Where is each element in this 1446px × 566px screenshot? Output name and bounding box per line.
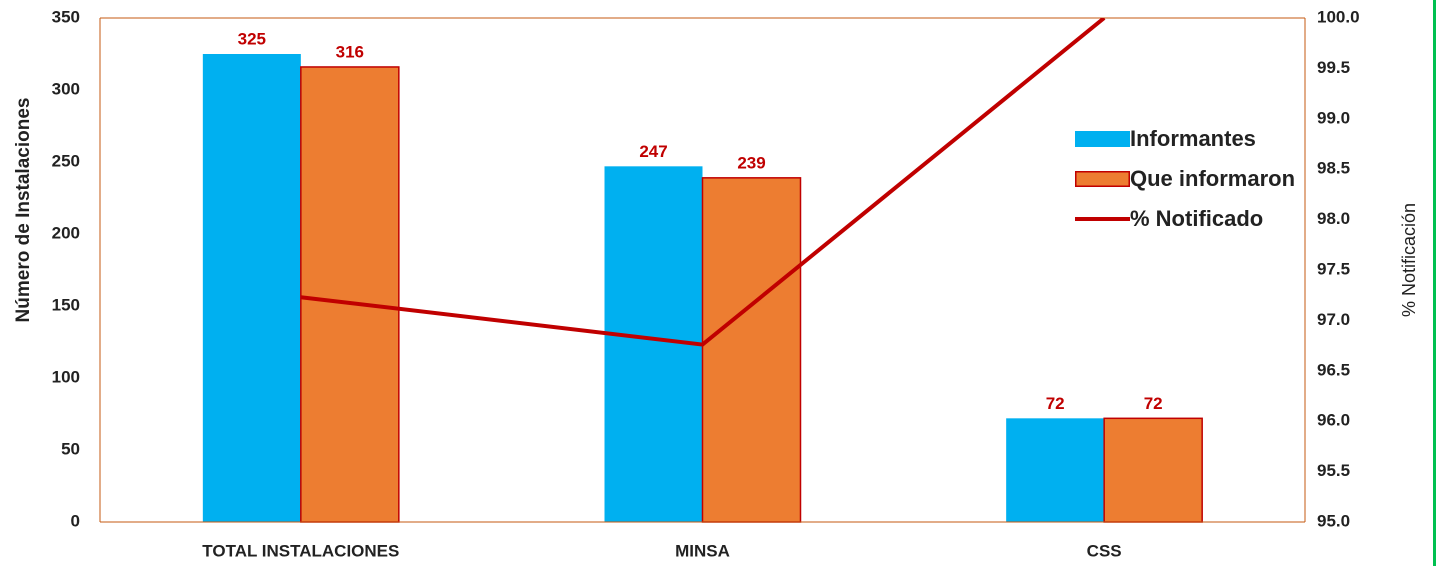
legend-item: Informantes [1075,126,1305,152]
data-label: 247 [639,142,667,161]
line [300,18,1106,347]
y2-tick-label: 98.5 [1317,159,1350,178]
y2-tick-label: 95.0 [1317,511,1350,530]
y2-tick-label: 99.0 [1317,108,1350,127]
y-axis-label: Número de Instalaciones [13,98,34,323]
bar [300,66,400,523]
legend-swatch [1075,171,1130,187]
y2-axis-label: % Notificación [1399,203,1419,317]
data-label: 72 [1046,394,1065,413]
y-tick-label: 300 [52,79,80,98]
y2-tick-label: 95.5 [1317,461,1350,480]
data-label: 72 [1144,394,1163,413]
y-tick-label: 100 [52,367,80,386]
legend-label: Que informaron [1130,166,1296,191]
y2-tick-label: 97.0 [1317,310,1350,329]
y-tick-label: 200 [52,223,80,242]
y2-tick-label: 100.0 [1317,7,1360,26]
data-label: 325 [238,29,266,48]
bar [701,177,802,523]
bar [1006,418,1105,522]
data-label: 239 [737,153,765,172]
legend-item: Que informaron [1075,166,1305,192]
legend-label: Informantes [1130,126,1256,151]
y-tick-label: 50 [61,439,80,458]
legend-label: % Notificado [1130,206,1264,231]
bar [1103,417,1203,523]
legend-swatch [1075,131,1130,147]
y2-tick-label: 96.0 [1317,411,1350,430]
y2-tick-label: 98.0 [1317,209,1350,228]
y2-tick-label: 96.5 [1317,360,1350,379]
y-tick-label: 150 [52,295,80,314]
x-tick-label: MINSA [675,541,730,560]
legend-item: % Notificado [1075,206,1305,232]
legend: Informantes Que informaron % Notificado [1075,126,1305,246]
y2-tick-label: 99.5 [1317,58,1350,77]
border [1433,0,1436,566]
legend-swatch [1075,217,1130,221]
data-label: 316 [336,42,364,61]
y2-tick-label: 97.5 [1317,259,1350,278]
x-tick-label: CSS [1087,541,1122,560]
bar [202,54,301,522]
y-tick-label: 0 [71,511,80,530]
x-tick-label: TOTAL INSTALACIONES [202,541,399,560]
y-tick-label: 350 [52,7,80,26]
y-tick-label: 250 [52,151,80,170]
